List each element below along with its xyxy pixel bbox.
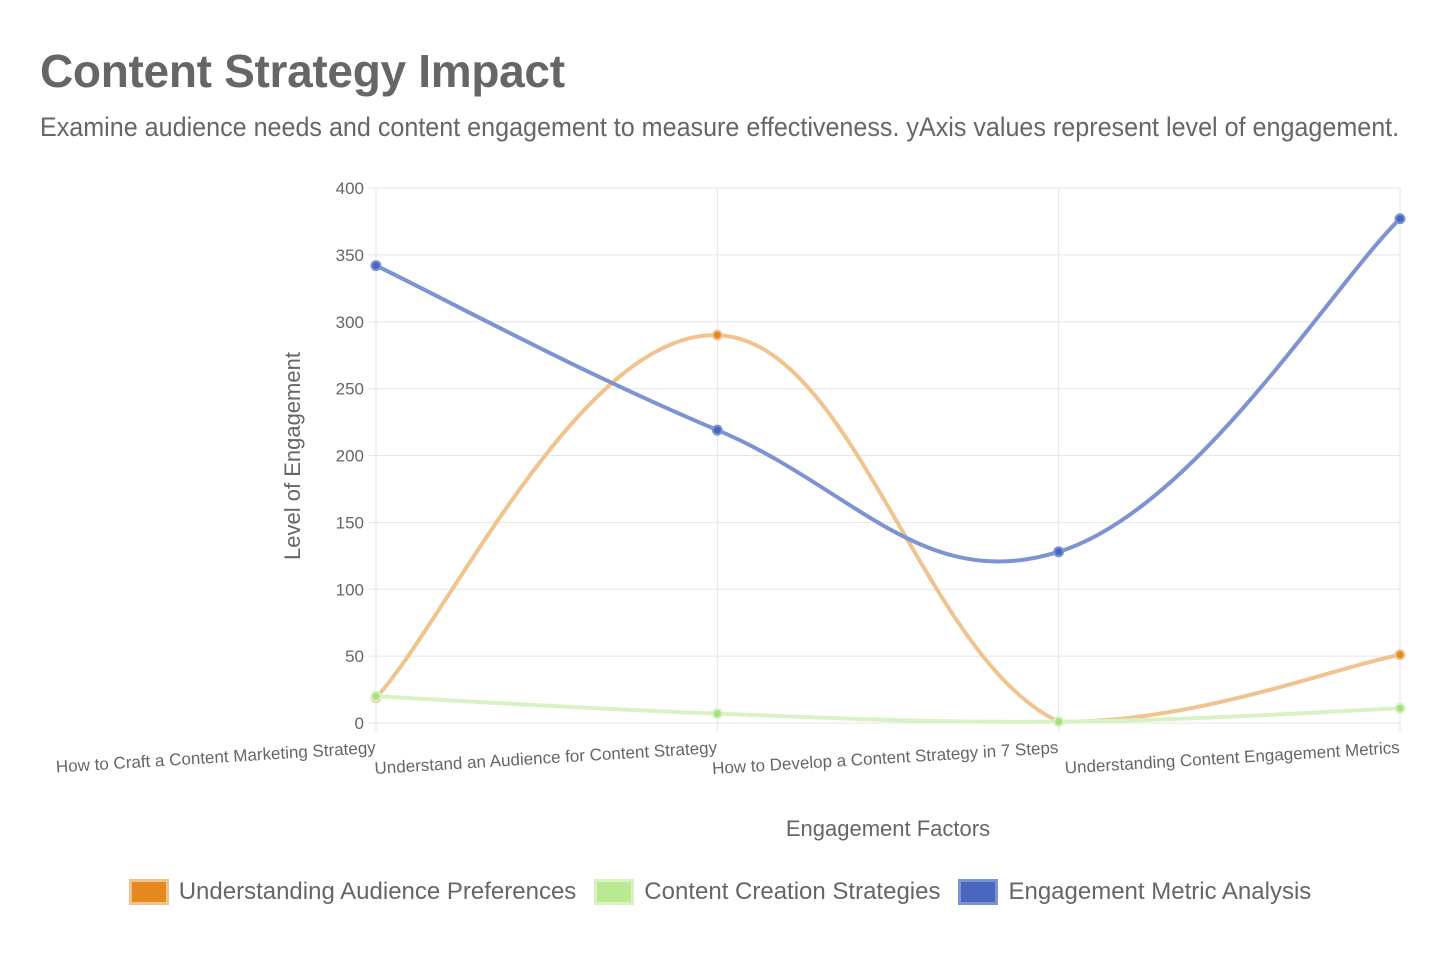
data-point[interactable]	[711, 329, 723, 341]
y-tick-label: 200	[336, 447, 364, 466]
data-point[interactable]	[1053, 546, 1065, 558]
legend-swatch	[594, 879, 635, 905]
chart-subtitle: Examine audience needs and content engag…	[40, 112, 1400, 142]
x-axis-label: Engagement Factors	[786, 816, 990, 841]
x-tick-label: Understand an Audience for Content Strat…	[374, 738, 718, 778]
data-point[interactable]	[370, 260, 382, 272]
y-tick-labels: 0 50 100 150 200 250 300 350 400	[336, 179, 364, 733]
legend-label: Understanding Audience Preferences	[178, 878, 577, 905]
x-tick-label: How to Develop a Content Strategy in 7 S…	[712, 738, 1059, 778]
data-point[interactable]	[711, 708, 723, 720]
data-point[interactable]	[1394, 213, 1406, 225]
data-point[interactable]	[1053, 716, 1065, 728]
x-tick-label: Understanding Content Engagement Metrics	[1064, 738, 1400, 777]
y-tick-label: 250	[336, 380, 364, 399]
legend-item[interactable]: Engagement Metric Analysis	[958, 878, 1311, 906]
y-tick-label: 350	[336, 246, 364, 265]
legend-item[interactable]: Understanding Audience Preferences	[128, 878, 577, 906]
data-point[interactable]	[1394, 702, 1406, 714]
legend-swatch	[128, 879, 169, 905]
data-point[interactable]	[1394, 649, 1406, 661]
y-axis-label: Level of Engagement	[280, 352, 305, 560]
data-point[interactable]	[711, 424, 723, 436]
data-point[interactable]	[370, 690, 382, 702]
y-tick-label: 300	[336, 313, 364, 332]
y-tick-label: 100	[336, 580, 364, 599]
legend-label: Engagement Metric Analysis	[1008, 878, 1312, 905]
y-tick-label: 0	[355, 714, 364, 733]
series-2	[370, 213, 1406, 564]
x-tick-labels: How to Craft a Content Marketing Strateg…	[55, 738, 1400, 778]
legend-swatch	[958, 879, 999, 905]
legend-item[interactable]: Content Creation Strategies	[594, 878, 940, 906]
y-tick-label: 150	[336, 513, 364, 532]
grid-layer	[368, 187, 1401, 731]
x-tick-label: How to Craft a Content Marketing Strateg…	[55, 738, 376, 777]
y-tick-label: 400	[336, 179, 364, 198]
y-tick-label: 50	[345, 647, 364, 666]
series-line	[374, 216, 1402, 564]
chart-title: Content Strategy Impact	[40, 45, 565, 97]
series-1	[370, 690, 1406, 728]
legend-label: Content Creation Strategies	[644, 878, 941, 905]
series-line	[374, 333, 1402, 724]
series-line	[374, 694, 1402, 724]
chart-legend: Understanding Audience Preferences Conten…	[0, 878, 1440, 906]
series-layer	[370, 213, 1406, 728]
